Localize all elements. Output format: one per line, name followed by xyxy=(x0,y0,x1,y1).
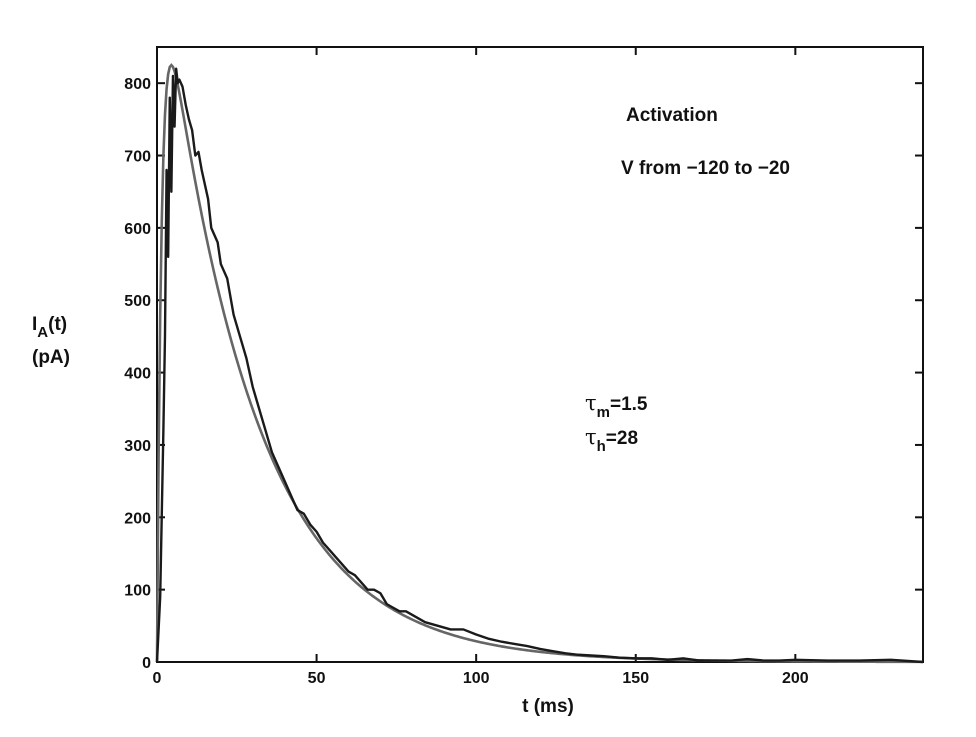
x-tick-label: 0 xyxy=(153,670,162,687)
measured-trace xyxy=(155,67,924,664)
annotation-title: Activation xyxy=(626,105,718,126)
y-tick-label: 700 xyxy=(124,149,151,166)
series-layer xyxy=(155,63,924,664)
y-tick-label: 500 xyxy=(124,293,151,310)
annotation-subtitle: V from −120 to −20 xyxy=(621,158,790,179)
x-axis-ticks: 0 50 100 150 200 xyxy=(153,47,809,687)
x-tick-label: 50 xyxy=(308,670,326,687)
y-tick-label: 100 xyxy=(124,583,151,600)
fit-curve xyxy=(155,63,923,664)
y-tick-label: 200 xyxy=(124,510,151,527)
y-tick-label: 600 xyxy=(124,221,151,238)
x-tick-label: 200 xyxy=(782,670,809,687)
y-axis-ticks: 0 100 200 300 400 500 600 700 800 xyxy=(124,76,923,672)
tau-m-annotation: τm=1.5 xyxy=(585,391,648,421)
y-axis-label-line2: (pA) xyxy=(32,347,70,368)
tau-h-annotation: τh=28 xyxy=(585,425,638,455)
x-tick-label: 100 xyxy=(463,670,490,687)
x-axis-label: t (ms) xyxy=(522,696,574,717)
x-tick-label: 150 xyxy=(622,670,649,687)
y-tick-label: 0 xyxy=(142,655,151,672)
y-axis-label-line1: IA(t) xyxy=(32,314,67,341)
y-tick-label: 800 xyxy=(124,76,151,93)
y-tick-label: 400 xyxy=(124,366,151,383)
plot-frame xyxy=(156,46,924,663)
y-tick-label: 300 xyxy=(124,438,151,455)
plot-border xyxy=(156,46,924,663)
